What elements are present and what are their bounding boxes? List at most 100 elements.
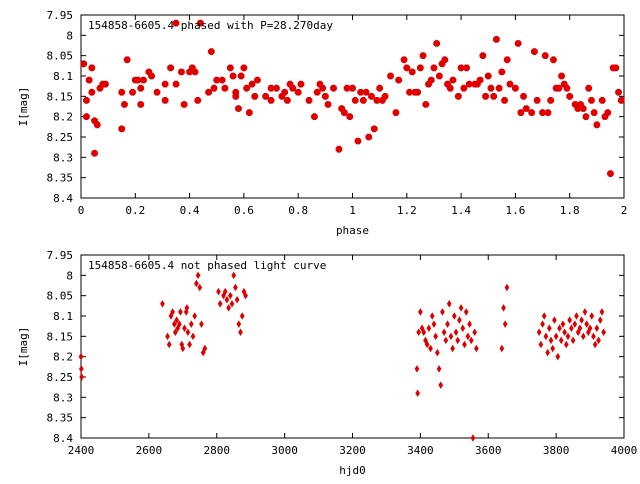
data-point [226, 304, 231, 312]
data-point [450, 344, 455, 353]
y-tick-label: 8.25 [47, 371, 74, 384]
data-point [563, 340, 569, 349]
data-point [362, 88, 370, 96]
data-point [567, 316, 573, 324]
data-point [166, 340, 172, 349]
data-point [436, 365, 442, 373]
data-point [182, 324, 187, 332]
data-point [502, 320, 508, 328]
data-point [585, 84, 593, 92]
data-point [563, 84, 571, 92]
data-point [170, 308, 175, 316]
data-point [78, 352, 84, 361]
x-tick-label: 2400 [68, 444, 95, 457]
x-tick-label: 3200 [339, 444, 366, 457]
x-tick-label: 0 [78, 204, 85, 217]
data-point [368, 93, 375, 100]
data-point [514, 40, 522, 47]
data-point [140, 76, 147, 84]
data-point [207, 48, 215, 55]
data-point [463, 64, 470, 72]
data-point [604, 109, 612, 116]
data-point [229, 300, 235, 308]
data-point [588, 97, 595, 104]
data-point [359, 97, 367, 104]
data-point [281, 88, 289, 96]
data-point [190, 332, 196, 341]
data-point [453, 328, 459, 337]
data-point [370, 125, 378, 133]
data-point [501, 97, 508, 104]
data-point [83, 113, 90, 120]
data-point [457, 316, 462, 324]
x-tick-label: 4000 [611, 444, 638, 457]
y-tick-label: 8 [66, 269, 73, 282]
data-point [102, 80, 109, 88]
data-point [197, 19, 204, 27]
x-tick-label: 2600 [136, 444, 163, 457]
data-point [172, 80, 180, 88]
data-point [91, 149, 98, 157]
data-point [465, 80, 473, 88]
data-point [231, 271, 237, 280]
data-point [589, 312, 595, 320]
data-point [85, 76, 93, 84]
data-point [178, 68, 185, 76]
data-point [311, 113, 318, 120]
x-tick-label: 2 [621, 204, 628, 217]
data-point [346, 113, 354, 120]
data-series [78, 271, 606, 442]
data-point [187, 340, 192, 349]
data-point [251, 93, 259, 100]
data-point [570, 336, 576, 345]
data-point [137, 84, 145, 92]
data-point [213, 76, 221, 84]
data-point [597, 316, 603, 324]
data-point [414, 365, 420, 373]
data-point [528, 109, 535, 116]
data-point [424, 340, 430, 349]
data-point [558, 336, 564, 345]
data-point [579, 105, 587, 112]
data-point [540, 320, 545, 328]
chart-title: 154858-6605.4 phased with P=28.270day [88, 19, 333, 32]
chart-panel-1: 7.95 8 8.05 8.1 8.15 8.2 8.25 8.3 8.35 8.4 0 0.2 0.4… [17, 9, 627, 237]
data-point [381, 93, 389, 100]
data-point [446, 84, 454, 92]
data-point [555, 84, 563, 92]
y-tick-label: 8.15 [47, 90, 74, 103]
data-point [422, 101, 430, 108]
data-point [550, 56, 557, 64]
data-point [406, 88, 413, 96]
data-point [612, 64, 620, 72]
y-tick-label: 8.2 [53, 351, 73, 364]
data-point [443, 336, 449, 345]
data-point [305, 97, 313, 104]
data-point [134, 76, 142, 84]
data-point [365, 133, 373, 141]
data-point [427, 76, 435, 84]
y-tick-label: 8.1 [53, 70, 73, 83]
data-point [470, 434, 476, 442]
data-point [531, 48, 538, 55]
data-point [245, 109, 253, 116]
data-point [226, 64, 234, 72]
data-point [448, 332, 454, 341]
y-tick-label: 8.35 [47, 412, 74, 425]
y-tick-label: 7.95 [47, 9, 74, 22]
x-tick-label: 0.6 [234, 204, 254, 217]
data-point [267, 84, 275, 92]
data-point [560, 320, 566, 328]
data-point [357, 88, 365, 96]
data-point [197, 283, 203, 292]
y-tick-label: 8.15 [47, 330, 74, 343]
data-point [123, 56, 131, 64]
data-point [387, 72, 394, 80]
data-point [590, 109, 598, 116]
data-point [237, 72, 245, 80]
data-point [218, 76, 226, 84]
data-point [153, 88, 161, 96]
data-point [553, 332, 559, 341]
data-point [548, 336, 554, 345]
data-point [243, 84, 251, 92]
